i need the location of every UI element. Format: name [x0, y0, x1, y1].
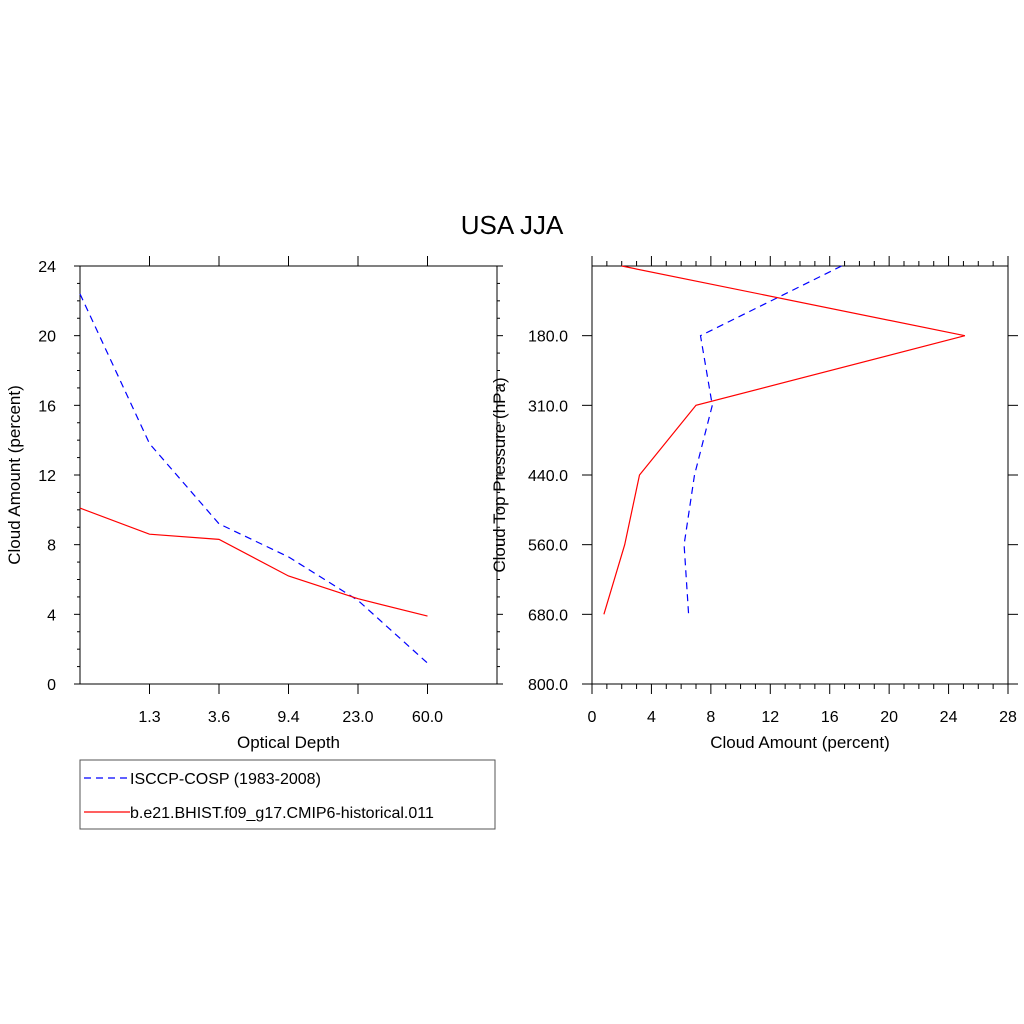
series-line [79, 507, 428, 617]
series-line [603, 265, 966, 615]
legend-label: ISCCP-COSP (1983-2008) [130, 771, 321, 788]
x-tick-label: 3.6 [208, 709, 230, 726]
x-tick-label: 24 [940, 709, 958, 726]
y-tick-label: 800.0 [528, 677, 568, 694]
y-tick-label: 180.0 [528, 329, 568, 346]
x-tick-label: 9.4 [277, 709, 299, 726]
x-tick-label: 16 [821, 709, 839, 726]
x-tick-label: 8 [706, 709, 715, 726]
x-tick-label: 12 [761, 709, 779, 726]
y-tick-label: 16 [38, 398, 56, 415]
y-axis-label: Cloud Top Pressure (hPa) [490, 377, 509, 572]
x-tick-label: 1.3 [138, 709, 160, 726]
x-tick-label: 0 [588, 709, 597, 726]
y-tick-label: 8 [47, 538, 56, 555]
y-tick-label: 4 [47, 607, 56, 624]
y-tick-label: 440.0 [528, 468, 568, 485]
x-tick-label: 60.0 [412, 709, 443, 726]
y-tick-label: 310.0 [528, 398, 568, 415]
x-axis-label: Cloud Amount (percent) [710, 733, 890, 752]
x-axis-label: Optical Depth [237, 733, 340, 752]
plot-frame [591, 265, 1009, 685]
y-tick-label: 12 [38, 468, 56, 485]
x-tick-label: 20 [880, 709, 898, 726]
y-tick-label: 20 [38, 329, 56, 346]
pressure-panel: 0 4 8 12 16 20 24 28 180.0 310.0 440.0 560.0 680.0 80… [490, 256, 1018, 752]
legend-box [79, 759, 496, 830]
y-tick-label: 560.0 [528, 538, 568, 555]
y-tick-label: 24 [38, 259, 56, 276]
y-tick-label: 680.0 [528, 607, 568, 624]
legend: ISCCP-COSP (1983-2008) b.e21.BHIST.f09_g1… [79, 759, 496, 830]
x-tick-label: 28 [999, 709, 1017, 726]
series-line [79, 293, 428, 664]
legend-label: b.e21.BHIST.f09_g17.CMIP6-historical.011 [130, 805, 434, 822]
y-tick-label: 0 [47, 677, 56, 694]
x-tick-label: 23.0 [342, 709, 373, 726]
series-line [683, 265, 842, 615]
chart-title: USA JJA [461, 210, 564, 240]
y-axis-label: Cloud Amount (percent) [5, 385, 24, 565]
x-tick-label: 4 [647, 709, 656, 726]
optical-depth-panel: 0 4 8 12 16 20 24 1.3 3.6 9.4 23.0 60.0 Optical Dept… [5, 256, 503, 752]
plot-frame [79, 265, 498, 685]
